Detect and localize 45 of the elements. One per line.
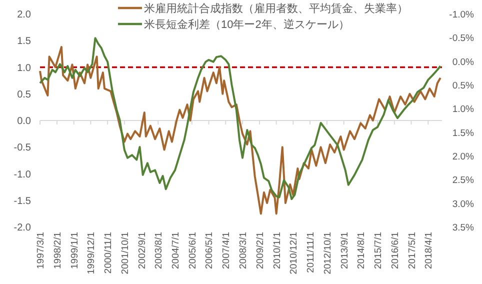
x-tick-label: 1999/12/1 <box>86 232 98 274</box>
y-tick-label: -1.5 <box>14 196 32 207</box>
x-tick-label: 1998/2/1 <box>52 232 64 269</box>
x-tick-label: 2004/7/1 <box>170 232 182 269</box>
y-tick-label: 1.0 <box>17 62 32 74</box>
legend-label: 米長短金利差（10年ー2年、逆スケール） <box>144 18 350 31</box>
x-tick-label: 2006/5/1 <box>204 232 216 269</box>
x-tick-label: 2005/6/1 <box>187 232 198 269</box>
y2-tick-label: 1.5% <box>452 128 475 139</box>
x-tick-label: 2014/8/1 <box>356 232 368 269</box>
x-tick-label: 2000/11/1 <box>103 232 114 274</box>
y-tick-label: -1.0 <box>14 169 32 180</box>
x-tick-label: 2011/11/1 <box>306 232 317 273</box>
x-tick-label: 2003/8/1 <box>154 232 165 269</box>
x-tick-label: 1997/3/1 <box>36 232 46 269</box>
y2-tick-label: 3.0% <box>452 198 475 210</box>
x-tick-label: 2009/2/1 <box>254 232 266 269</box>
y2-tick-label: 2.5% <box>452 175 475 186</box>
x-tick-label: 2013/9/1 <box>339 232 350 269</box>
legend-label: 米雇用統計合成指数（雇用者数、平均賃金、失業率） <box>144 2 408 15</box>
x-tick-label: 1999/1/1 <box>69 232 80 269</box>
x-tick-label: 2002/9/1 <box>136 232 148 269</box>
x-tick-label: 2016/6/1 <box>390 232 401 269</box>
y2-tick-label: 2.0% <box>452 152 475 162</box>
y-tick-label: -2.0 <box>14 222 32 234</box>
y-tick-label: 1.5 <box>17 36 32 48</box>
y2-tick-label: -1.0% <box>449 10 475 20</box>
x-tick-label: 2010/1/1 <box>272 232 283 269</box>
x-tick-label: 2001/10/1 <box>120 232 131 274</box>
x-tick-label: 2015/7/1 <box>372 232 384 269</box>
x-tick-label: 2012/10/1 <box>322 232 334 274</box>
y2-tick-label: 0.0% <box>452 56 475 68</box>
y-tick-label: -0.5 <box>14 142 32 154</box>
x-tick-label: 2007/4/1 <box>221 232 232 269</box>
y-tick-label: 0.0 <box>17 116 32 127</box>
y-tick-label: 0.5 <box>17 89 32 100</box>
y2-tick-label: 3.5% <box>452 222 475 234</box>
x-tick-label: 2018/4/1 <box>424 232 435 269</box>
y2-tick-label: -0.5% <box>449 33 475 44</box>
x-tick-label: 2017/5/1 <box>406 232 418 269</box>
y2-tick-label: 1.0% <box>452 104 475 116</box>
x-tick-label: 2010/12/1 <box>288 232 300 274</box>
y2-tick-label: 0.5% <box>452 80 475 92</box>
x-tick-label: 2008/3/1 <box>238 232 250 269</box>
y-tick-label: 2.0 <box>17 10 32 20</box>
